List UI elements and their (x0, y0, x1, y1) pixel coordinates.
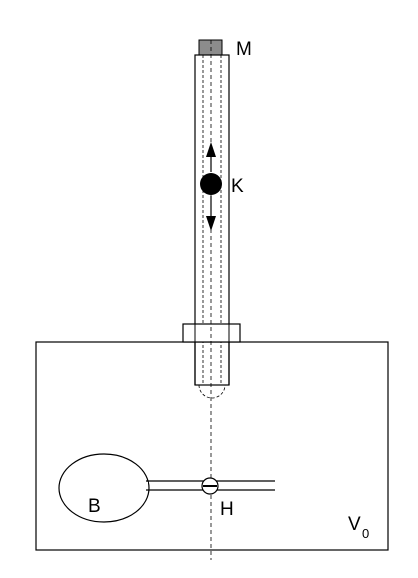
tube-end-dashed (198, 384, 226, 399)
label-h: H (220, 499, 234, 520)
magnet-block (198, 39, 223, 56)
label-b: B (88, 496, 101, 517)
label-m: M (236, 39, 252, 60)
label-v-subscript: 0 (362, 526, 369, 541)
bulb-b (58, 453, 150, 523)
label-k: K (231, 176, 244, 197)
label-v: V (348, 514, 361, 535)
tube-collar (182, 323, 241, 343)
arrow-down-head (206, 216, 216, 231)
pipe-mask (143, 482, 148, 489)
ball-k (200, 173, 222, 195)
glass-tube (194, 54, 230, 386)
arrow-up-head (206, 142, 216, 157)
